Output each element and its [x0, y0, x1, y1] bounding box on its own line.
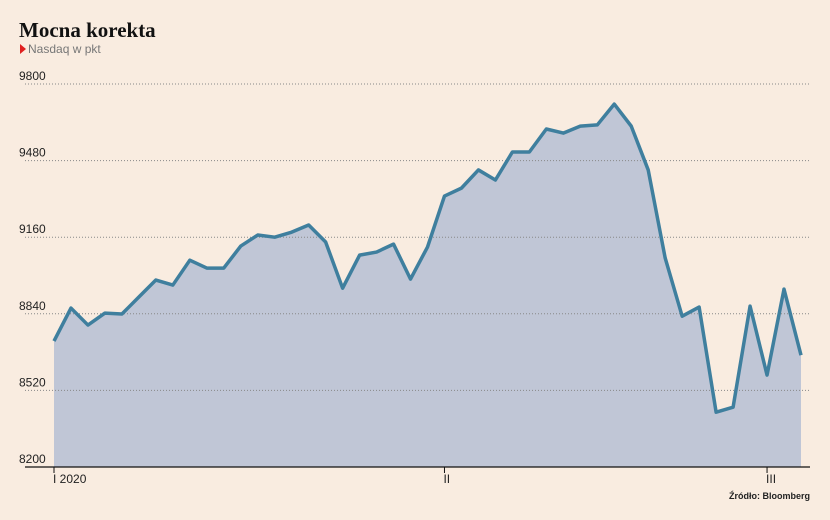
- x-tick-label: III: [766, 472, 776, 486]
- x-tick-label: II: [443, 472, 450, 486]
- y-tick-label: 9480: [19, 146, 46, 160]
- y-tick-label: 8520: [19, 375, 46, 389]
- chart-subtitle: Nasdaq w pkt: [28, 42, 101, 56]
- subtitle-marker: [20, 44, 26, 54]
- source: Źródło: Bloomberg: [729, 491, 810, 501]
- x-tick-label: I 2020: [53, 472, 87, 486]
- area: [54, 104, 801, 468]
- chart-title: Mocna korekta: [19, 18, 156, 42]
- y-tick-label: 8200: [19, 452, 46, 466]
- y-tick-label: 9160: [19, 222, 46, 236]
- y-tick-label: 9800: [19, 69, 46, 83]
- line: [52, 102, 803, 414]
- y-tick-label: 8840: [19, 299, 46, 313]
